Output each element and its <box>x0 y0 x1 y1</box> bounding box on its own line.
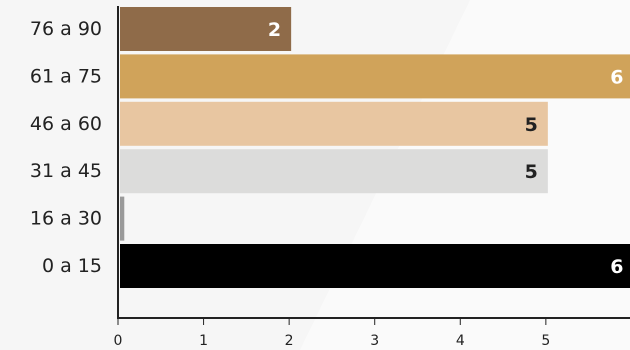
x-tick-label: 5 <box>541 333 550 349</box>
x-tick-label: 2 <box>285 333 294 349</box>
x-tick-label: 3 <box>370 333 379 349</box>
category-label: 16 a 30 <box>30 208 102 230</box>
bar <box>120 54 630 99</box>
bar <box>120 101 548 146</box>
bar <box>120 196 125 241</box>
data-label: 2 <box>268 19 281 41</box>
category-label: 61 a 75 <box>30 65 102 87</box>
category-label: 0 a 15 <box>42 255 102 277</box>
bar <box>120 7 292 51</box>
x-tick-label: 0 <box>114 333 123 349</box>
category-label: 46 a 60 <box>30 113 102 135</box>
bar <box>120 244 630 288</box>
category-label: 76 a 90 <box>30 18 102 40</box>
value-labels: 2 6 5 5 6 <box>268 19 624 278</box>
x-axis-ticks: 0 1 2 3 4 5 <box>114 318 550 349</box>
x-tick-label: 1 <box>199 333 208 349</box>
x-tick-label: 4 <box>456 333 465 349</box>
data-label: 6 <box>610 256 623 278</box>
data-label: 6 <box>610 66 623 88</box>
category-labels: 76 a 90 61 a 75 46 a 60 31 a 45 16 a 30 0 a 1… <box>30 18 102 277</box>
bar <box>120 149 548 194</box>
category-label: 31 a 45 <box>30 160 102 182</box>
data-label: 5 <box>525 161 538 183</box>
data-label: 5 <box>525 114 538 136</box>
bars-group <box>120 7 630 288</box>
